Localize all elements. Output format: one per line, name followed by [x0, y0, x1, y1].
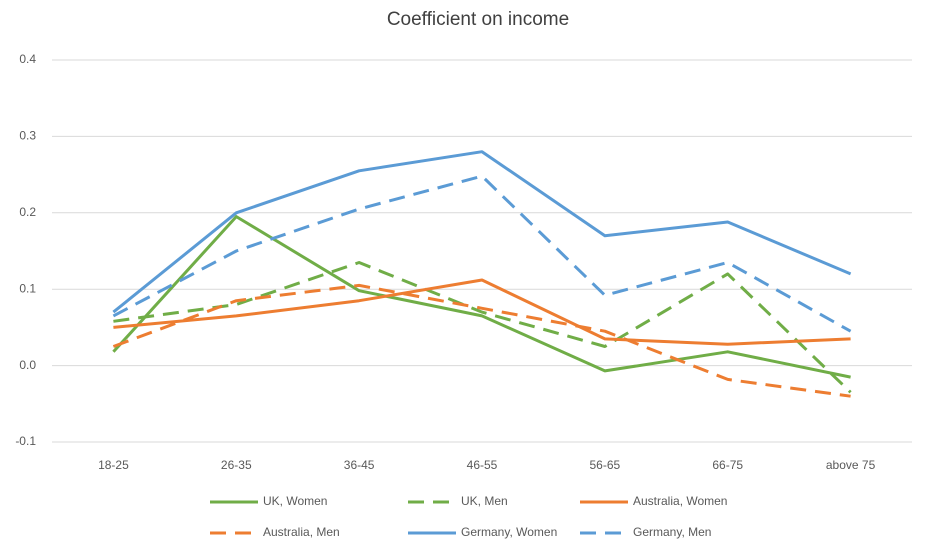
series-line: [112, 283, 851, 398]
series-line: [112, 150, 852, 314]
y-tick-label: 0.0: [19, 358, 36, 372]
series-line: [112, 174, 852, 333]
y-tick-label: 0.3: [19, 129, 36, 143]
series-line: [112, 215, 851, 379]
x-tick-label: above 75: [826, 458, 876, 472]
y-tick-label: 0.4: [19, 52, 36, 66]
x-tick-label: 36-45: [344, 458, 375, 472]
legend-label: Australia, Men: [263, 525, 340, 539]
legend-label: Australia, Women: [633, 494, 727, 508]
y-tick-label: 0.2: [19, 205, 36, 219]
legend-label: UK, Women: [263, 494, 327, 508]
x-tick-label: 26-35: [221, 458, 252, 472]
x-tick-label: 66-75: [712, 458, 743, 472]
series-line: [113, 278, 851, 346]
legend-label: Germany, Women: [461, 525, 557, 539]
series-line: [113, 261, 852, 394]
x-tick-label: 46-55: [467, 458, 498, 472]
legend-label: Germany, Men: [633, 525, 711, 539]
y-tick-label: -0.1: [15, 434, 36, 448]
y-tick-label: 0.1: [19, 281, 36, 295]
x-tick-label: 18-25: [98, 458, 129, 472]
legend-label: UK, Men: [461, 494, 508, 508]
x-tick-label: 56-65: [590, 458, 621, 472]
chart-title: Coefficient on income: [387, 9, 569, 30]
